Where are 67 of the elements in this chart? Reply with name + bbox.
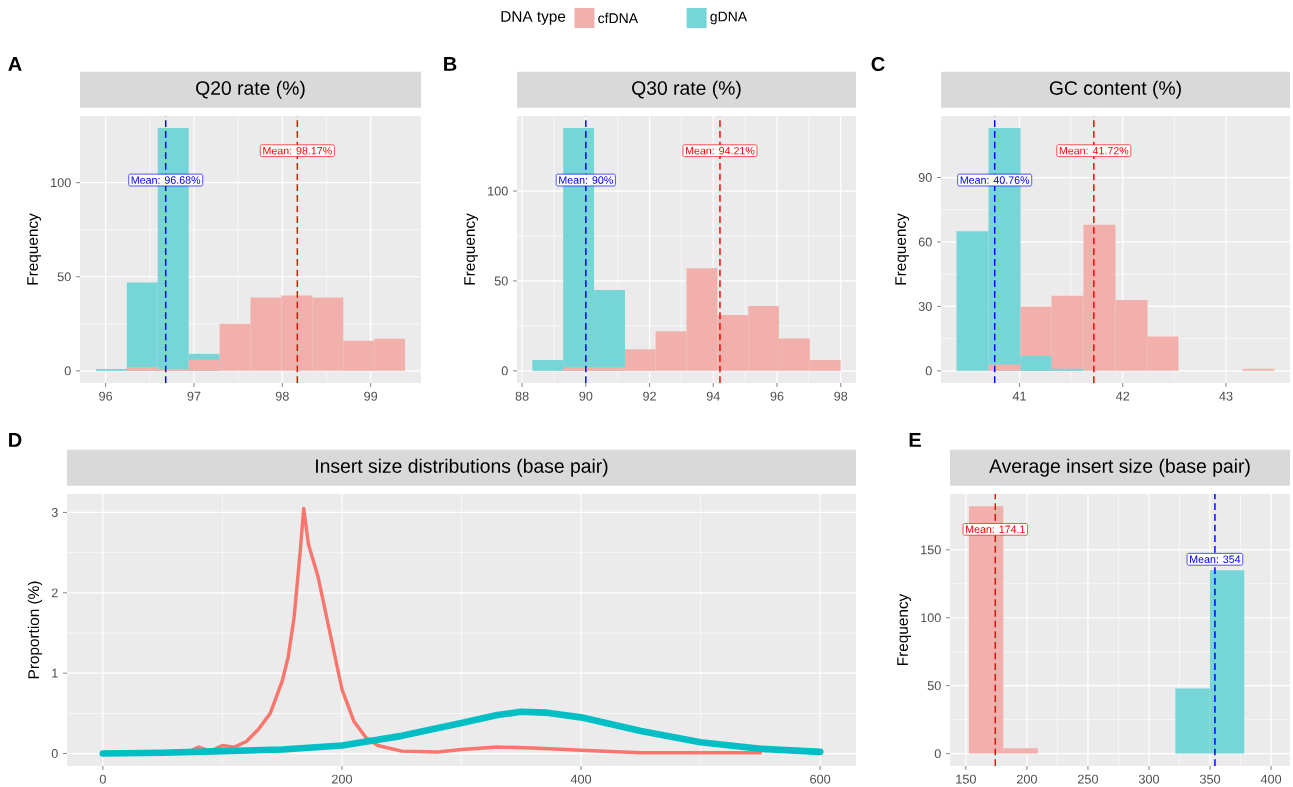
x-tick-label: 98 [834, 391, 848, 401]
chart-title: Insert size distributions (base pair) [316, 458, 608, 477]
y-tick-label: 0 [934, 749, 941, 759]
y-tick-label: 90 [918, 173, 932, 183]
chart-title: Q20 rate (%) [196, 80, 305, 99]
ref-line-label: Mean: 96.68% [131, 176, 201, 184]
x-tick-label: 400 [1260, 774, 1282, 784]
y-tick-label: 50 [57, 272, 71, 282]
y-tick-label: 3 [51, 507, 58, 517]
x-tick-label: 300 [1138, 774, 1160, 784]
y-axis-title: Proportion (%) [27, 581, 43, 679]
text: A [8, 57, 22, 71]
y-tick-label: 50 [494, 276, 508, 286]
y-tick-label: 2 [51, 588, 58, 598]
y-axis-title: Frequency [897, 593, 911, 665]
x-tick-label: 200 [332, 774, 353, 784]
ref-line-label: Mean: 174.1 [966, 525, 1025, 534]
x-tick-label: 92 [643, 391, 656, 401]
y-tick-label: 50 [927, 681, 941, 691]
ref-line-label: Mean: 98.17% [263, 146, 332, 155]
y-axis-title: Frequency [464, 213, 478, 285]
y-tick-label: 0 [501, 366, 508, 376]
x-tick-label: 43 [1219, 391, 1233, 401]
y-tick-label: 100 [488, 186, 508, 196]
y-axis-title: Frequency [27, 213, 41, 285]
chart-title: GC content (%) [1049, 80, 1181, 99]
text: C [871, 56, 885, 72]
text: E [909, 433, 921, 447]
x-tick-label: 150 [956, 774, 976, 784]
y-axis-title: Frequency [895, 213, 910, 285]
x-tick-label: 200 [1016, 774, 1037, 784]
legend-title: DNA type [501, 11, 566, 25]
x-tick-label: 0 [99, 774, 106, 784]
y-tick-label: 100 [921, 613, 941, 623]
x-tick-label: 41 [1012, 391, 1026, 401]
x-tick-label: 42 [1115, 391, 1130, 401]
x-tick-label: 88 [515, 391, 529, 401]
ref-line-label: Mean: 354 [1190, 555, 1241, 564]
y-tick-label: 0 [51, 749, 58, 759]
legend-label: cfDNA [598, 12, 639, 24]
y-tick-label: 0 [64, 366, 71, 376]
x-tick-label: 98 [275, 391, 289, 401]
ref-line-label: Mean: 40.76% [960, 176, 1030, 184]
x-tick-label: 97 [187, 391, 201, 401]
y-tick-label: 30 [918, 301, 932, 311]
ref-line-label: Mean: 90% [559, 176, 613, 184]
y-tick-label: 100 [51, 178, 71, 188]
x-tick-label: 90 [579, 391, 593, 401]
x-tick-label: 350 [1199, 774, 1221, 784]
x-tick-label: 94 [706, 391, 720, 401]
text: B [444, 57, 457, 71]
y-tick-label: 60 [918, 237, 932, 247]
legend-label: gDNA [710, 11, 748, 25]
x-tick-label: 600 [810, 774, 831, 784]
y-tick-label: 0 [925, 366, 932, 376]
ref-line-label: Mean: 94.21% [685, 146, 755, 155]
x-tick-label: 250 [1078, 774, 1099, 784]
chart-title: Average insert size (base pair) [989, 458, 1250, 477]
chart-title: Q30 rate (%) [632, 80, 741, 99]
x-tick-label: 96 [99, 391, 113, 401]
x-tick-label: 96 [770, 391, 784, 401]
y-tick-label: 150 [921, 545, 941, 555]
x-tick-label: 400 [570, 774, 592, 784]
y-tick-label: 1 [52, 668, 58, 678]
text: D [9, 433, 22, 447]
ref-line-label: Mean: 41.72% [1059, 146, 1129, 155]
x-tick-label: 99 [364, 391, 378, 401]
